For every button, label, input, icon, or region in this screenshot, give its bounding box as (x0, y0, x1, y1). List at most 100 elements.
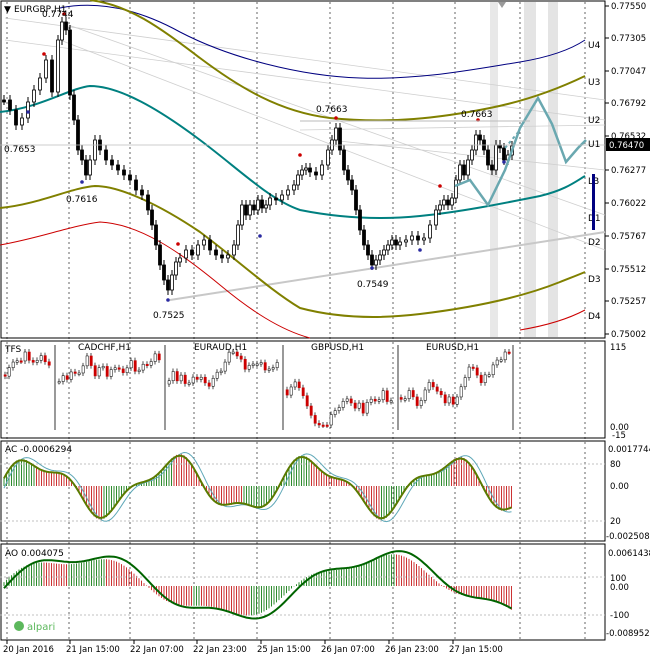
current-price-box (606, 138, 650, 151)
candle-body (252, 204, 256, 211)
candle-body (338, 127, 342, 151)
candle-body (128, 174, 132, 181)
tfs-candle (81, 365, 85, 374)
main-peak-label: 0.7744 (42, 10, 74, 20)
y-axis-label-0: 0.77550 (611, 2, 646, 12)
tfs-candle (167, 380, 171, 385)
pair-label-3: EURUSD,H1 (426, 343, 479, 353)
y-axis-label-4: 0.76532 (611, 132, 646, 142)
tfs-candle (231, 351, 235, 354)
tfs-candle (459, 386, 463, 398)
tfs-candle (267, 368, 271, 371)
tfs-candle (149, 361, 153, 366)
tfs-candle (191, 376, 195, 384)
candle-body (84, 159, 88, 176)
tfs-candle (235, 351, 239, 357)
tfs-candle (353, 402, 357, 409)
tfs-candle (321, 424, 325, 427)
tfs-candle (11, 361, 15, 368)
price-label-low-left: 0.7616 (66, 195, 98, 205)
tfs-candle (183, 374, 187, 384)
tfs-candle (153, 353, 157, 362)
candle-body (422, 237, 426, 241)
candle-body (44, 59, 48, 79)
candle-body (470, 149, 474, 161)
tfs-candles (3, 349, 511, 428)
tfs-label: TFS (4, 345, 22, 355)
candle-body (64, 21, 68, 31)
candle-body (428, 224, 432, 239)
tfs-candle (495, 359, 499, 366)
fractal-marker (176, 242, 180, 246)
fractal-marker (298, 153, 302, 157)
trend-line (169, 231, 606, 301)
candle-body (280, 194, 284, 201)
tfs-candle (361, 402, 365, 414)
candle-body (370, 254, 374, 266)
scroll-marker[interactable] (592, 174, 595, 230)
tfs-axis-bottom: -15 (612, 431, 626, 441)
tfs-candle (15, 360, 19, 363)
candle-body (382, 249, 386, 256)
candle-body (438, 204, 442, 211)
tfs-candle (89, 355, 93, 366)
time-label-4: 25 Jan 15:00 (257, 645, 311, 655)
band-red-low-right (519, 309, 586, 331)
candle-body (56, 39, 60, 93)
tfs-candle (329, 414, 333, 426)
tfs-candle (215, 371, 219, 379)
shift-marker-icon[interactable] (498, 2, 506, 8)
y-axis-label-7: 0.75767 (611, 232, 646, 242)
band-label-u1: U1 (588, 140, 600, 150)
candle-body (378, 254, 382, 261)
forecast-line (454, 95, 587, 208)
candle-body (446, 199, 450, 206)
tfs-candle (499, 359, 503, 362)
chart-title: EURGBP,H1 (14, 5, 66, 15)
candle-body (8, 99, 12, 111)
ac-axis-20: 20 (610, 517, 621, 527)
candle-body (350, 179, 354, 191)
ac-axis-bottom: -0.0025085 (606, 532, 650, 542)
ao-axis-top: 0.0061438 (608, 549, 650, 559)
candle-body (304, 167, 308, 171)
candle-body (296, 174, 300, 186)
tfs-candle (69, 371, 73, 380)
tfs-candle (97, 367, 101, 377)
tfs-candle (447, 396, 451, 404)
tfs-candle (73, 371, 77, 374)
tfs-candle (435, 386, 439, 392)
candle-body (374, 259, 378, 266)
candle-body (116, 164, 120, 171)
candle-body (20, 117, 24, 126)
candle-body (274, 197, 278, 201)
candle-body (490, 164, 494, 171)
tfs-candle (385, 390, 389, 402)
tfs-candle (345, 398, 349, 402)
tfs-candle (491, 364, 495, 376)
tfs-candle (39, 355, 43, 361)
tfs-candle (117, 367, 121, 370)
tfs-candle (305, 395, 309, 407)
fractal-marker (502, 160, 506, 164)
tfs-candle (419, 400, 423, 406)
ao-axis-bottom: -0.0089523 (606, 629, 650, 639)
tfs-candle (129, 360, 133, 369)
tfs-candle (255, 363, 259, 366)
candle-body (2, 99, 6, 103)
candle-body (134, 179, 138, 191)
tfs-candle (381, 390, 385, 401)
candle-body (268, 197, 272, 206)
ao-panel[interactable] (0, 543, 606, 641)
tfs-candle (203, 376, 207, 384)
candle-body (358, 209, 362, 231)
time-label-1: 21 Jan 15:00 (66, 645, 120, 655)
candle-body (300, 169, 304, 176)
candle-body (104, 149, 108, 161)
tfs-candle (243, 358, 247, 370)
tfs-candle (411, 390, 415, 398)
tfs-candle (211, 378, 215, 387)
y-axis-label-2: 0.77047 (611, 67, 646, 77)
candle-body (442, 199, 446, 206)
